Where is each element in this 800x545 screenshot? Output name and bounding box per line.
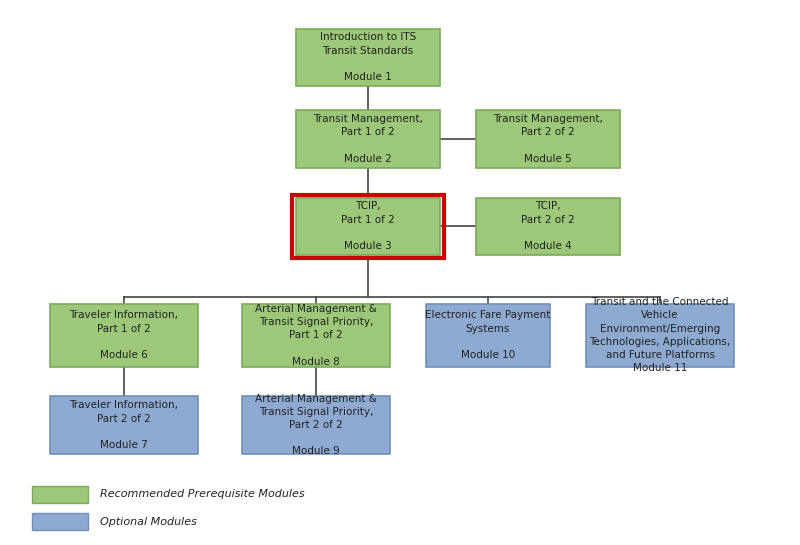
Text: TCIP,
Part 1 of 2

Module 3: TCIP, Part 1 of 2 Module 3 <box>341 201 395 251</box>
Text: Traveler Information,
Part 1 of 2

Module 6: Traveler Information, Part 1 of 2 Module… <box>70 310 178 360</box>
Text: TCIP,
Part 2 of 2

Module 4: TCIP, Part 2 of 2 Module 4 <box>521 201 575 251</box>
FancyBboxPatch shape <box>242 397 390 453</box>
Text: Traveler Information,
Part 2 of 2

Module 7: Traveler Information, Part 2 of 2 Module… <box>70 400 178 450</box>
Text: Electronic Fare Payment
Systems

Module 10: Electronic Fare Payment Systems Module 1… <box>426 310 550 360</box>
FancyBboxPatch shape <box>586 304 734 366</box>
Text: Transit Management,
Part 1 of 2

Module 2: Transit Management, Part 1 of 2 Module 2 <box>313 114 423 164</box>
FancyBboxPatch shape <box>296 197 440 255</box>
FancyBboxPatch shape <box>32 513 88 530</box>
Text: Recommended Prerequisite Modules: Recommended Prerequisite Modules <box>100 489 305 499</box>
Text: Introduction to ITS
Transit Standards

Module 1: Introduction to ITS Transit Standards Mo… <box>320 32 416 82</box>
Text: Arterial Management &
Transit Signal Priority,
Part 2 of 2

Module 9: Arterial Management & Transit Signal Pri… <box>255 393 377 457</box>
FancyBboxPatch shape <box>426 304 550 366</box>
Text: Arterial Management &
Transit Signal Priority,
Part 1 of 2

Module 8: Arterial Management & Transit Signal Pri… <box>255 304 377 367</box>
FancyBboxPatch shape <box>50 397 198 453</box>
FancyBboxPatch shape <box>296 110 440 167</box>
FancyBboxPatch shape <box>476 197 620 255</box>
FancyBboxPatch shape <box>242 304 390 366</box>
FancyBboxPatch shape <box>32 486 88 503</box>
Text: Transit and the Connected
Vehicle
Environment/Emerging
Technologies, Application: Transit and the Connected Vehicle Enviro… <box>590 297 730 373</box>
Text: Optional Modules: Optional Modules <box>100 517 197 526</box>
FancyBboxPatch shape <box>476 110 620 167</box>
FancyBboxPatch shape <box>50 304 198 366</box>
Text: Transit Management,
Part 2 of 2

Module 5: Transit Management, Part 2 of 2 Module 5 <box>493 114 603 164</box>
FancyBboxPatch shape <box>296 28 440 86</box>
